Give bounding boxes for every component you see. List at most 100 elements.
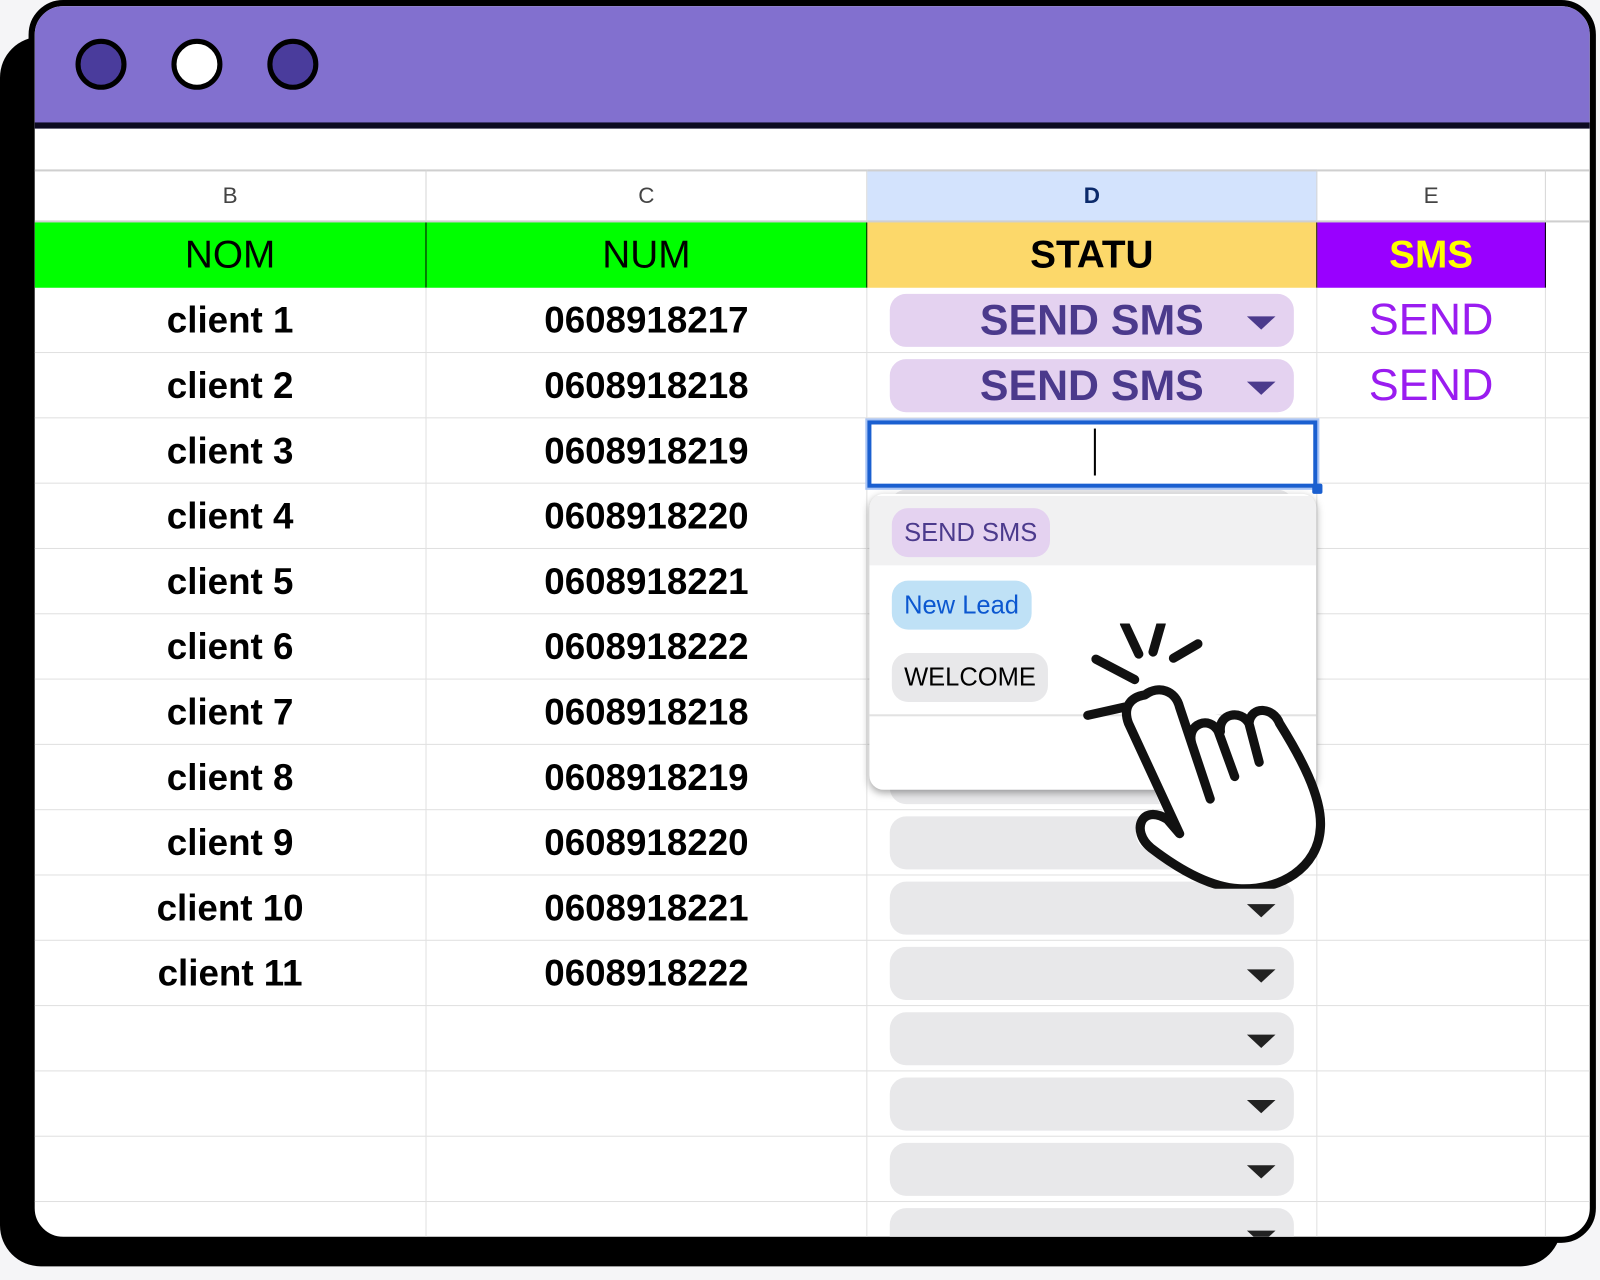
cell-num[interactable] [426, 1136, 868, 1203]
header-cell-nom[interactable]: NOM [34, 222, 427, 288]
chevron-down-icon[interactable] [1246, 904, 1276, 918]
chevron-down-icon[interactable] [1246, 1034, 1276, 1048]
cell-statu[interactable] [867, 1071, 1318, 1137]
cell-num[interactable] [427, 1202, 868, 1237]
cell-sms[interactable] [1317, 744, 1546, 811]
cell-nom[interactable]: client 3 [34, 418, 427, 484]
cell-num[interactable] [426, 1006, 868, 1072]
header-cell-statu[interactable]: STATU [867, 222, 1318, 288]
cell-nom[interactable]: client 10 [34, 875, 427, 941]
cell-num[interactable]: 0608918222 [426, 614, 868, 680]
minimize-button[interactable] [171, 38, 223, 90]
cell-sms[interactable] [1317, 614, 1546, 680]
cell-nom[interactable] [35, 1202, 427, 1237]
cell-f[interactable] [1545, 484, 1590, 549]
cell-f[interactable] [1545, 876, 1590, 941]
status-dropdown-chip[interactable] [889, 1012, 1294, 1066]
cell-sms[interactable] [1317, 940, 1546, 1007]
chevron-down-icon[interactable] [1246, 1230, 1276, 1237]
cell-nom[interactable]: client 6 [34, 614, 427, 680]
cell-sms[interactable] [1317, 483, 1546, 549]
cell-statu[interactable] [867, 875, 1318, 941]
cell-f[interactable] [1545, 1071, 1590, 1137]
chevron-down-icon[interactable] [1246, 1165, 1276, 1179]
cell-num[interactable]: 0608918218 [426, 679, 868, 745]
cell-num[interactable]: 0608918217 [426, 287, 868, 354]
cell-f[interactable] [1545, 680, 1590, 745]
cell-num[interactable]: 0608918219 [426, 744, 868, 811]
status-dropdown-chip[interactable] [889, 946, 1294, 1000]
header-cell-num[interactable]: NUM [426, 222, 868, 288]
cell-num[interactable]: 0608918218 [426, 353, 868, 419]
cell-statu[interactable]: SEND SMS [867, 287, 1318, 354]
cell-num[interactable]: 0608918220 [426, 483, 868, 549]
chevron-down-icon[interactable] [1246, 969, 1276, 983]
cell-sms[interactable] [1317, 1006, 1546, 1072]
cell-f[interactable] [1546, 1202, 1590, 1237]
active-cell-editor[interactable] [867, 420, 1318, 488]
status-dropdown-chip[interactable] [889, 1077, 1294, 1131]
cell-nom[interactable]: client 7 [34, 679, 427, 745]
cell-statu[interactable]: SEND SMS [867, 353, 1318, 419]
cell-nom[interactable]: client 9 [34, 810, 427, 876]
cell-f[interactable] [1545, 288, 1590, 354]
cell-f[interactable] [1545, 549, 1590, 615]
column-header-e[interactable]: E [1317, 169, 1546, 223]
maximize-button[interactable] [267, 38, 319, 90]
status-dropdown-chip[interactable] [889, 881, 1294, 935]
cell-sms[interactable] [1317, 679, 1546, 745]
cell-f[interactable] [1545, 745, 1590, 811]
chevron-down-icon[interactable] [1246, 1099, 1276, 1114]
cell-statu[interactable] [867, 940, 1318, 1007]
cell-f[interactable] [1545, 418, 1590, 484]
cell-sms[interactable] [1317, 1071, 1546, 1137]
column-header-b[interactable]: B [34, 169, 427, 223]
cell-statu[interactable] [867, 1136, 1318, 1203]
cell-num[interactable]: 0608918221 [426, 875, 868, 941]
cell-num[interactable]: 0608918219 [426, 418, 868, 484]
cell-f[interactable] [1545, 941, 1590, 1007]
status-dropdown-chip[interactable]: SEND SMS [889, 293, 1294, 347]
cell-nom[interactable] [34, 1006, 427, 1072]
cell-num[interactable]: 0608918222 [426, 940, 868, 1007]
cell-nom[interactable]: client 4 [34, 483, 427, 549]
cell-sms[interactable] [1317, 1136, 1546, 1203]
status-dropdown-chip[interactable] [889, 1208, 1294, 1237]
cell-sms[interactable]: SEND [1317, 353, 1546, 419]
cell-nom[interactable]: client 5 [34, 548, 427, 615]
column-header-c[interactable]: C [426, 169, 868, 223]
cell-sms[interactable] [1317, 418, 1546, 484]
chevron-down-icon[interactable] [1246, 316, 1276, 330]
cell-sms[interactable] [1317, 875, 1546, 941]
header-cell-sms[interactable]: SMS [1317, 222, 1546, 288]
cell-sms[interactable] [1317, 810, 1546, 876]
chevron-down-icon[interactable] [1246, 381, 1276, 395]
fill-handle[interactable] [1312, 483, 1323, 494]
cell-num[interactable]: 0608918220 [426, 810, 868, 876]
cell-statu[interactable] [867, 1006, 1318, 1072]
cell-nom[interactable] [34, 1136, 427, 1203]
cell-num[interactable]: 0608918221 [426, 548, 868, 615]
cell-nom[interactable]: client 2 [34, 353, 427, 419]
status-dropdown-chip[interactable] [889, 1142, 1294, 1196]
cell-f[interactable] [1545, 1006, 1590, 1072]
cell-f[interactable] [1545, 353, 1590, 419]
cell-statu[interactable] [867, 1202, 1318, 1237]
dropdown-option[interactable]: New Lead [869, 568, 1316, 637]
cell-f[interactable] [1545, 810, 1590, 876]
dropdown-option[interactable]: WELCOME [869, 641, 1316, 710]
cell-sms[interactable] [1317, 548, 1546, 615]
status-dropdown-chip[interactable]: SEND SMS [889, 359, 1294, 413]
column-header-f[interactable] [1545, 169, 1590, 223]
close-button[interactable] [75, 38, 127, 90]
cell-nom[interactable] [34, 1071, 427, 1137]
cell-nom[interactable]: client 8 [34, 744, 427, 811]
cell-nom[interactable]: client 1 [34, 287, 427, 354]
cell-f[interactable] [1545, 1137, 1590, 1203]
cell-sms[interactable] [1317, 1202, 1546, 1237]
cell-sms[interactable]: SEND [1317, 287, 1546, 354]
dropdown-option[interactable]: SEND SMS [869, 495, 1317, 566]
cell-f[interactable] [1545, 614, 1590, 680]
column-header-d[interactable]: D [867, 169, 1318, 223]
cell-num[interactable] [426, 1071, 868, 1137]
